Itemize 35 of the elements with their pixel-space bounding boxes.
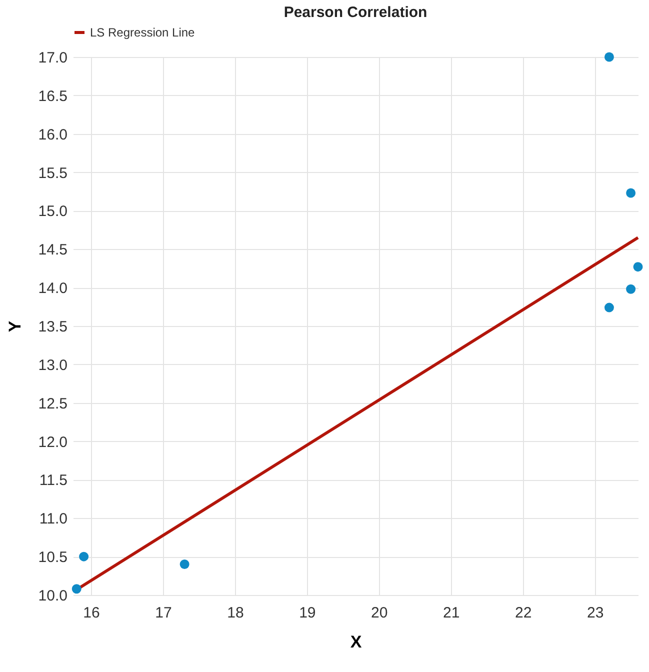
x-tick-label: 23 (586, 604, 604, 622)
y-tick-label: 14.0 (38, 280, 68, 298)
legend-label: LS Regression Line (90, 26, 196, 40)
x-tick-label: 19 (299, 604, 316, 622)
x-tick-label: 18 (227, 604, 244, 622)
point (72, 584, 82, 594)
point (79, 552, 89, 562)
y-axis-title: Y (5, 320, 24, 332)
y-tick-label: 15.5 (38, 164, 68, 182)
point (604, 52, 614, 62)
x-axis-title: X (350, 632, 362, 652)
chart-title: Pearson Correlation (284, 4, 428, 21)
y-tick-label: 15.0 (38, 203, 68, 220)
y-tick-label: 16.0 (38, 126, 68, 144)
x-tick-label: 16 (83, 604, 100, 622)
point (180, 560, 190, 569)
point (633, 262, 643, 272)
y-tick-label: 12.0 (38, 434, 68, 451)
x-tick-label: 20 (371, 604, 388, 622)
y-tick-label: 11.5 (39, 472, 68, 490)
y-tick-label: 13.0 (38, 356, 68, 374)
point (626, 284, 636, 294)
y-tick-label: 13.5 (38, 318, 68, 336)
y-tick-label: 11.0 (39, 510, 68, 528)
x-tick-label: 21 (443, 604, 460, 622)
y-tick-label: 17.0 (38, 50, 68, 66)
point (604, 302, 614, 312)
point (626, 188, 636, 198)
y-tick-label: 10.0 (38, 588, 68, 604)
y-tick-label: 14.5 (38, 242, 68, 259)
y-tick-label: 16.5 (38, 88, 68, 105)
y-tick-label: 12.5 (38, 395, 68, 412)
y-tick-label: 10.5 (38, 549, 68, 566)
x-tick-label: 17 (155, 604, 172, 622)
x-tick-label: 22 (514, 604, 532, 622)
